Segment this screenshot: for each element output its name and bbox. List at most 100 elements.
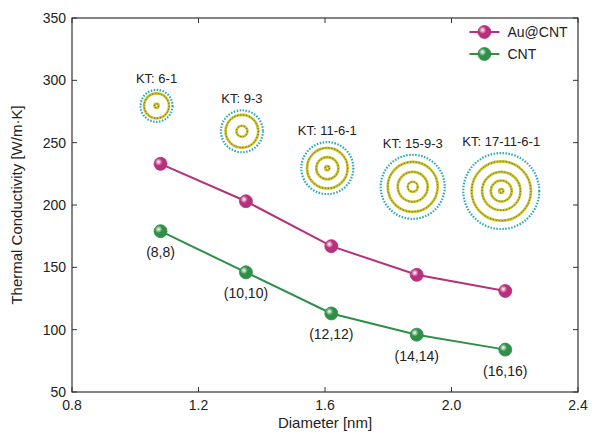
au-shell (499, 189, 503, 193)
y-tick (573, 329, 578, 330)
au-shell (226, 115, 259, 148)
chart: 0.81.21.62.02.450100150200250300350Diame… (0, 0, 597, 439)
structure-inset (463, 153, 539, 229)
y-tick (72, 205, 77, 206)
au-shell (325, 166, 329, 170)
y-tick (573, 392, 578, 393)
x-tick-label: 2.4 (568, 397, 588, 413)
y-tick (72, 329, 77, 330)
x-tick (325, 387, 326, 392)
au-shell (144, 93, 169, 118)
x-axis-title: Diameter [nm] (278, 414, 372, 431)
point-label: (10,10) (224, 285, 268, 301)
x-tick-label: 1.2 (189, 397, 209, 413)
au-shell (144, 93, 169, 118)
x-tick (198, 18, 199, 23)
x-tick (451, 387, 452, 392)
legend-label: CNT (507, 46, 536, 62)
au-shell (408, 182, 418, 192)
au-shell (482, 172, 520, 210)
y-tick (573, 142, 578, 143)
y-tick-label: 150 (43, 259, 67, 275)
y-axis-title: Thermal Conductivity [W/m·K] (8, 105, 25, 304)
y-tick-label: 350 (43, 10, 67, 26)
series-point (410, 268, 423, 281)
series-point (325, 307, 338, 320)
point-label: (12,12) (309, 326, 353, 342)
au-shell (307, 148, 348, 189)
inset-label: KT: 17-11-6-1 (462, 134, 540, 149)
y-tick (573, 205, 578, 206)
x-tick (325, 18, 326, 23)
inset-label: KT: 9-3 (221, 91, 262, 106)
series-point (154, 225, 167, 238)
inset-label: KT: 11-6-1 (298, 123, 357, 138)
au-shell (307, 148, 348, 189)
au-shell (472, 161, 531, 220)
series-point (239, 195, 252, 208)
y-tick (573, 18, 578, 19)
y-tick (573, 267, 578, 268)
y-tick (72, 267, 77, 268)
au-shell (482, 172, 520, 210)
x-tick-label: 2.0 (442, 397, 462, 413)
au-shell (325, 166, 329, 170)
cnt-shell (221, 110, 263, 152)
y-tick (72, 80, 77, 81)
legend-label: Au@CNT (507, 24, 568, 40)
cnt-shell (141, 90, 173, 122)
au-shell (408, 182, 418, 192)
au-shell (398, 172, 428, 202)
au-shell (388, 162, 438, 212)
legend-marker (478, 48, 491, 61)
au-shell (388, 162, 438, 212)
au-shell (491, 181, 512, 202)
y-tick (573, 80, 578, 81)
au-shell (472, 161, 531, 220)
structure-inset (141, 90, 173, 122)
inset-label: KT: 6-1 (136, 71, 177, 86)
cnt-shell (301, 142, 353, 194)
au-shell (154, 104, 158, 108)
au-shell (236, 126, 247, 137)
au-shell (316, 157, 338, 179)
x-tick (578, 18, 579, 23)
inset-label: KT: 15-9-3 (383, 136, 443, 151)
au-shell (491, 181, 512, 202)
series-point (499, 343, 512, 356)
y-tick-label: 100 (43, 322, 67, 338)
series-point (239, 266, 252, 279)
au-shell (499, 189, 503, 193)
y-tick (72, 142, 77, 143)
au-shell (154, 104, 158, 108)
y-tick-label: 250 (43, 135, 67, 151)
structure-inset (381, 155, 445, 219)
point-label: (14,14) (395, 348, 439, 364)
series-point (325, 240, 338, 253)
x-tick (198, 387, 199, 392)
series-line (161, 164, 506, 291)
au-shell (226, 115, 259, 148)
y-tick-label: 300 (43, 72, 67, 88)
au-shell (236, 126, 247, 137)
cnt-shell (381, 155, 445, 219)
cnt-shell (463, 153, 539, 229)
series-line (161, 231, 506, 349)
plot-frame (72, 18, 578, 392)
series-point (154, 157, 167, 170)
structure-inset (221, 110, 263, 152)
au-shell (398, 172, 428, 202)
y-tick (72, 18, 77, 19)
legend-marker (478, 26, 491, 39)
x-tick-label: 1.6 (315, 397, 335, 413)
point-label: (8,8) (146, 244, 175, 260)
series-point (499, 285, 512, 298)
series-point (410, 328, 423, 341)
legend: Au@CNT CNT (469, 24, 568, 62)
point-label: (16,16) (483, 363, 527, 379)
y-tick-label: 200 (43, 197, 67, 213)
au-shell (316, 157, 338, 179)
structure-inset (301, 142, 353, 194)
x-tick (72, 387, 73, 392)
x-tick (451, 18, 452, 23)
